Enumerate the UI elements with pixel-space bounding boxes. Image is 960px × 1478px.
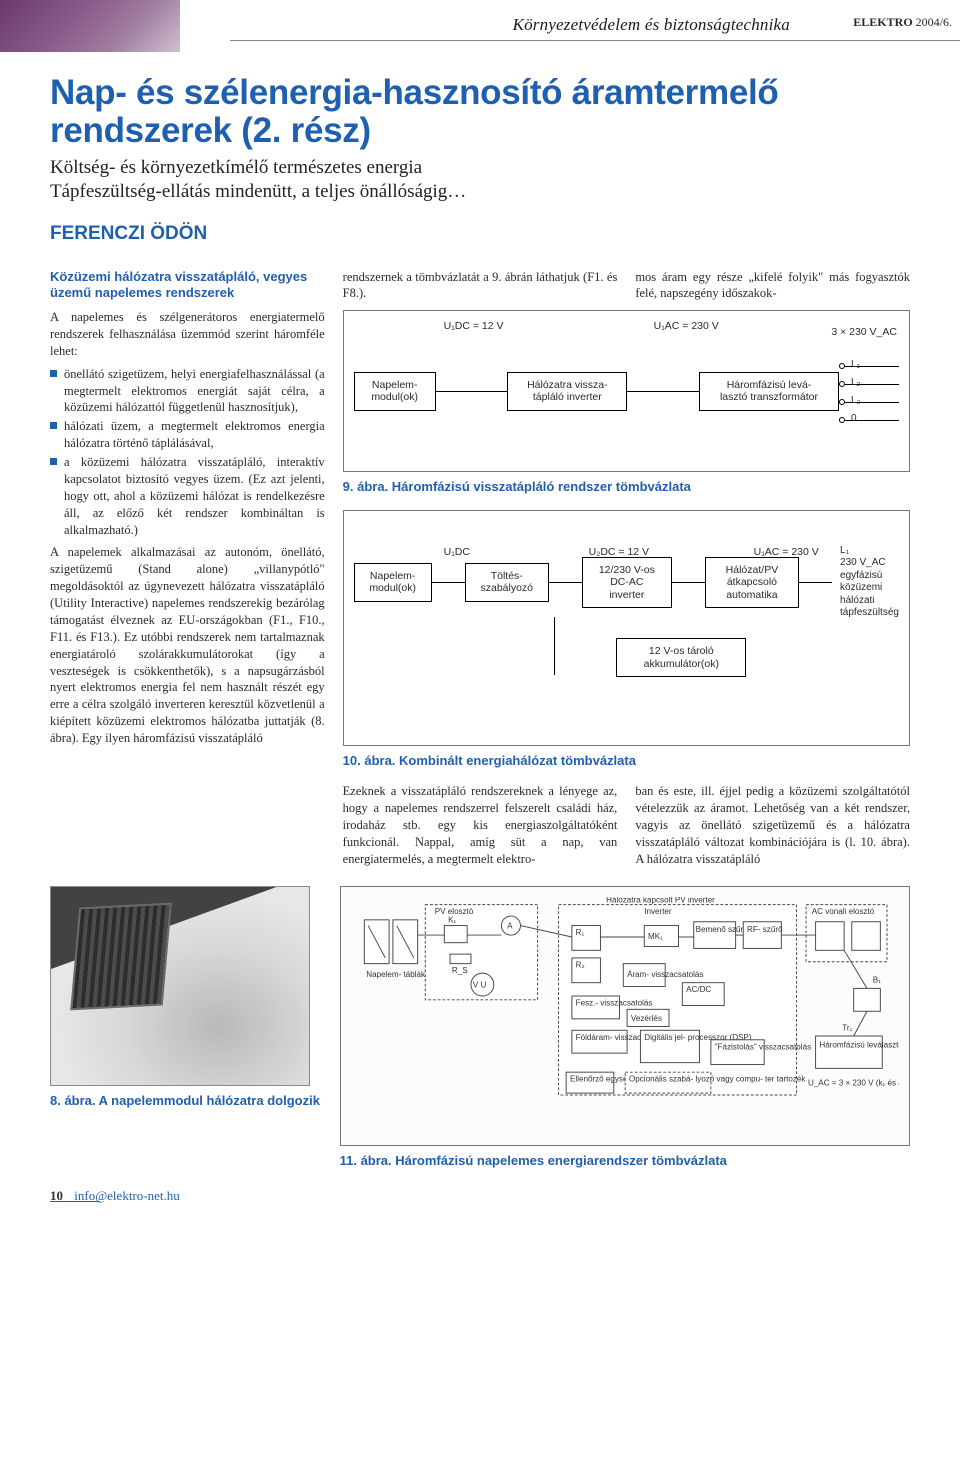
phase-label: L₂ — [851, 376, 860, 390]
lbl: A — [507, 921, 513, 930]
lbl: B₁ — [872, 976, 880, 985]
fig9-block-pv: Napelem- modul(ok) — [354, 372, 436, 411]
lbl: RF- szűrő — [747, 925, 783, 934]
bottom-right-para: ban és este, ill. éjjel pedig a közüzemi… — [635, 783, 910, 867]
fig9-output-bus: L₁ L₂ L₃ 0 — [839, 336, 899, 446]
fig9-block-inverter: Hálózatra vissza- tápláló inverter — [507, 372, 627, 411]
page-header: Környezetvédelem és biztonságtechnika EL… — [50, 0, 910, 52]
figure-8-image — [50, 886, 310, 1086]
fig10-block-switch: Hálózat/PV átkapcsoló automatika — [705, 557, 799, 609]
figure-8-caption: 8. ábra. A napelemmodul hálózatra dolgoz… — [50, 1092, 322, 1110]
phase-label: L₃ — [851, 394, 861, 408]
wire — [436, 391, 508, 392]
lbl: Háromfázisú leválasztó transzformátor — [819, 1040, 899, 1049]
lbl: K₁ — [448, 916, 456, 925]
issue-label: ELEKTRO 2004/6. — [853, 14, 952, 30]
lbl: V U — [472, 980, 486, 989]
footer-email: info@elektro-net.hu — [74, 1188, 179, 1203]
section-label: Környezetvédelem és biztonságtechnika — [513, 14, 790, 37]
lower-row: 8. ábra. A napelemmodul hálózatra dolgoz… — [50, 886, 910, 1170]
page-footer: 10 info@elektro-net.hu — [50, 1187, 910, 1202]
page-number: 10 — [50, 1187, 63, 1205]
left-body: A napelemek alkalmazásai az autonóm, öne… — [50, 544, 325, 747]
article-author: FERENCZI ÖDÖN — [50, 221, 910, 247]
lbl: Áram- visszacsatolás — [627, 970, 703, 979]
out-line: közüzemi — [840, 582, 899, 595]
left-subhead: Közüzemi hálózatra visszatápláló, vegyes… — [50, 269, 325, 302]
figure-9: U₁DC = 12 V U₁AC = 230 V 3 × 230 V_AC Na… — [343, 310, 910, 472]
wire — [799, 582, 832, 583]
figure-9-diagram: U₁DC = 12 V U₁AC = 230 V 3 × 230 V_AC Na… — [354, 321, 899, 461]
figure-10-caption: 10. ábra. Kombinált energiahálózat tömbv… — [343, 752, 910, 770]
wire — [549, 582, 582, 583]
lbl: R_S — [452, 966, 468, 975]
fig10-block-charge: Töltés- szabályozó — [465, 563, 549, 602]
out-line: 230 V_AC — [840, 557, 899, 570]
left-bullet-list: önellátó szigetüzem, helyi energiafelhas… — [50, 366, 325, 539]
wire — [672, 582, 705, 583]
lbl: Bemenő szűrő — [695, 925, 748, 934]
page: Környezetvédelem és biztonságtechnika EL… — [0, 0, 960, 1222]
bullet-item: hálózati üzem, a megtermelt elektromos e… — [50, 418, 325, 452]
fig10-block-battery: 12 V-os tároló akkumulátor(ok) — [616, 638, 746, 677]
fig9-u1ac: U₁AC = 230 V — [654, 319, 719, 333]
magazine-name: ELEKTRO — [853, 15, 912, 29]
header-rule — [230, 40, 960, 41]
column-left: Közüzemi hálózatra visszatápláló, vegyes… — [50, 269, 325, 876]
lbl: Napelem- táblák — [366, 970, 426, 979]
fig9-block-transformer: Háromfázisú levá- lasztó transzformátor — [699, 372, 839, 411]
figure-11: PV elosztó Inverter Hálózatra kapcsolt P… — [340, 886, 910, 1146]
lbl: "Fázistolás" visszacsatolás — [714, 1042, 810, 1051]
wire — [627, 391, 699, 392]
out-line: hálózati — [840, 595, 899, 608]
column-right-span: rendszernek a tömbvázlatát a 9. ábrán lá… — [343, 269, 910, 876]
article-subtitle: Költség- és környezetkímélő természetes … — [50, 156, 910, 205]
main-columns: Közüzemi hálózatra visszatápláló, vegyes… — [50, 269, 910, 876]
wire-vertical — [554, 617, 555, 675]
wire — [432, 582, 465, 583]
out-line: L₁ — [840, 545, 899, 558]
bottom-two-col-text: Ezeknek a visszatápláló rendszereknek a … — [343, 783, 910, 867]
lbl: AC/DC — [686, 985, 711, 994]
fig10-u2dc: U₂DC = 12 V — [589, 545, 649, 559]
lbl: Opcionális szabá- lyozó vagy compu- ter … — [629, 1075, 806, 1084]
fig10-u1dc: U₁DC — [444, 545, 470, 559]
figure-11-wrap: PV elosztó Inverter Hálózatra kapcsolt P… — [340, 886, 910, 1170]
lbl: Tr₁ — [842, 1023, 852, 1032]
figure-10-diagram: U₁DC U₂DC = 12 V U₁AC = 230 V Napelem- m… — [354, 545, 899, 735]
lbl: R₁ — [575, 928, 584, 937]
lbl: Vezérlés — [631, 1014, 662, 1023]
bullet-item: önellátó szigetüzem, helyi energiafelhas… — [50, 366, 325, 417]
lbl: Ellenőrző egység — [570, 1075, 632, 1084]
article-title: Nap- és szélenergia-hasznosító áramterme… — [50, 74, 910, 150]
phase-label: 0 — [851, 412, 857, 426]
mid-para: rendszernek a tömbvázlatát a 9. ábrán lá… — [343, 269, 618, 303]
left-intro: A napelemes és szélgenerátoros energiate… — [50, 309, 325, 360]
lbl: MK₁ — [648, 932, 663, 941]
fig10-u1ac: U₁AC = 230 V — [754, 545, 819, 559]
figure-9-caption: 9. ábra. Háromfázisú visszatápláló rends… — [343, 478, 910, 496]
lbl: U_AC = 3 × 230 V (k₁ és árammal L₁, L₂, … — [808, 1078, 899, 1087]
fig10-block-pv: Napelem- modul(ok) — [354, 563, 432, 602]
out-line: tápfeszültség — [840, 607, 899, 620]
figure-11-diagram: PV elosztó Inverter Hálózatra kapcsolt P… — [351, 897, 899, 1135]
fig9-u1dc: U₁DC = 12 V — [444, 319, 504, 333]
right-para: mos áram egy része „kifelé folyik" más f… — [635, 269, 910, 303]
lbl: Fesz.- visszacsatolás — [575, 998, 652, 1007]
lbl: Inverter — [644, 907, 672, 916]
bullet-item: a közüzemi hálózatra visszatápláló, inte… — [50, 454, 325, 538]
lbl: Hálózatra kapcsolt PV inverter — [606, 897, 715, 905]
figure-11-caption: 11. ábra. Háromfázisú napelemes energiar… — [340, 1152, 910, 1170]
figure-10: U₁DC U₂DC = 12 V U₁AC = 230 V Napelem- m… — [343, 510, 910, 746]
fig10-output-labels: L₁ 230 V_AC egyfázisú közüzemi hálózati … — [840, 545, 899, 620]
lbl: AC vonali elosztó — [811, 907, 874, 916]
lbl: R₂ — [575, 960, 584, 969]
phase-label: L₁ — [851, 358, 860, 372]
figure-8-wrap: 8. ábra. A napelemmodul hálózatra dolgoz… — [50, 886, 322, 1170]
top-two-col-text: rendszernek a tömbvázlatát a 9. ábrán lá… — [343, 269, 910, 303]
fig10-block-inverter: 12/230 V-os DC-AC inverter — [582, 557, 672, 609]
bottom-mid-para: Ezeknek a visszatápláló rendszereknek a … — [343, 783, 618, 867]
out-line: egyfázisú — [840, 570, 899, 583]
issue-number: 2004/6. — [916, 15, 952, 29]
